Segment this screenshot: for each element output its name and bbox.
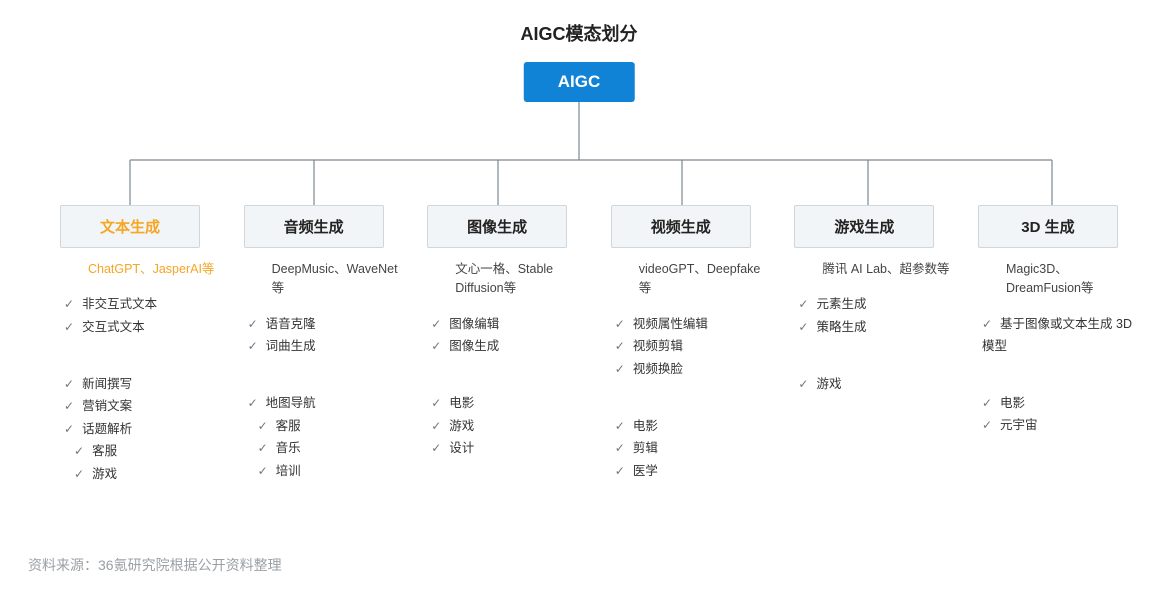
examples-text: videoGPT、Deepfake等 (639, 260, 769, 299)
branch-3: 视频生成videoGPT、Deepfake等视频属性编辑视频剪辑视频换脸电影剪辑… (593, 205, 769, 486)
source-attribution: 资料来源：36氪研究院根据公开资料整理 (28, 555, 282, 575)
list-item: 元素生成 (798, 293, 952, 316)
examples-text: Magic3D、DreamFusion等 (1006, 260, 1136, 299)
root-node: AIGC (524, 62, 635, 102)
category-box: 视频生成 (611, 205, 751, 248)
list-item: 游戏 (798, 373, 952, 396)
list-item: 话题解析 (64, 418, 218, 441)
list-item: 电影 (982, 392, 1136, 415)
list-item: 电影 (615, 415, 769, 438)
diagram-title: AIGC模态划分 (0, 0, 1158, 46)
feature-list: 图像编辑图像生成 (431, 313, 585, 358)
list-item: 设计 (431, 437, 585, 460)
list-item: 医学 (615, 460, 769, 483)
list-item: 图像编辑 (431, 313, 585, 336)
application-list: 新闻撰写营销文案话题解析客服游戏 (64, 373, 218, 486)
list-item: 策略生成 (798, 316, 952, 339)
list-item: 词曲生成 (248, 335, 402, 358)
list-item: 基于图像或文本生成 3D 模型 (982, 313, 1136, 358)
list-item: 音乐 (248, 437, 402, 460)
application-list: 电影游戏设计 (431, 392, 585, 460)
list-item: 客服 (64, 440, 218, 463)
branch-0: 文本生成 ChatGPT、JasperAI等非交互式文本交互式文本新闻撰写营销文案… (42, 205, 218, 486)
list-item: 图像生成 (431, 335, 585, 358)
list-item: 营销文案 (64, 395, 218, 418)
list-item: 视频换脸 (615, 358, 769, 381)
branch-4: 游戏生成腾讯 AI Lab、超参数等元素生成策略生成游戏 (776, 205, 952, 486)
category-box: 音频生成 (244, 205, 384, 248)
branches-container: 文本生成 ChatGPT、JasperAI等非交互式文本交互式文本新闻撰写营销文案… (42, 205, 1136, 486)
examples-text: ChatGPT、JasperAI等 (88, 260, 218, 279)
list-item: 电影 (431, 392, 585, 415)
application-list: 电影元宇宙 (982, 392, 1136, 437)
list-item: 地图导航 (248, 392, 402, 415)
list-item: 剪辑 (615, 437, 769, 460)
feature-list: 基于图像或文本生成 3D 模型 (982, 313, 1136, 358)
list-item: 非交互式文本 (64, 293, 218, 316)
feature-list: 元素生成策略生成 (798, 293, 952, 338)
branch-2: 图像生成文心一格、Stable Diffusion等图像编辑图像生成电影游戏设计 (409, 205, 585, 486)
list-item: 培训 (248, 460, 402, 483)
application-list: 电影剪辑医学 (615, 415, 769, 483)
branch-5: 3D 生成 Magic3D、DreamFusion等基于图像或文本生成 3D 模型… (960, 205, 1136, 486)
category-box: 文本生成 (60, 205, 200, 248)
category-box: 游戏生成 (794, 205, 934, 248)
feature-list: 视频属性编辑视频剪辑视频换脸 (615, 313, 769, 381)
feature-list: 语音克隆词曲生成 (248, 313, 402, 358)
category-box: 3D 生成 (978, 205, 1118, 248)
branch-1: 音频生成 DeepMusic、WaveNet等语音克隆词曲生成地图导航客服音乐培训 (226, 205, 402, 486)
examples-text: 文心一格、Stable Diffusion等 (455, 260, 585, 299)
list-item: 客服 (248, 415, 402, 438)
feature-list: 非交互式文本交互式文本 (64, 293, 218, 338)
application-list: 地图导航客服音乐培训 (248, 392, 402, 482)
list-item: 交互式文本 (64, 316, 218, 339)
list-item: 元宇宙 (982, 414, 1136, 437)
list-item: 游戏 (64, 463, 218, 486)
list-item: 语音克隆 (248, 313, 402, 336)
application-list: 游戏 (798, 373, 952, 396)
examples-text: 腾讯 AI Lab、超参数等 (822, 260, 952, 279)
list-item: 视频剪辑 (615, 335, 769, 358)
list-item: 视频属性编辑 (615, 313, 769, 336)
list-item: 游戏 (431, 415, 585, 438)
list-item: 新闻撰写 (64, 373, 218, 396)
examples-text: DeepMusic、WaveNet等 (272, 260, 402, 299)
category-box: 图像生成 (427, 205, 567, 248)
